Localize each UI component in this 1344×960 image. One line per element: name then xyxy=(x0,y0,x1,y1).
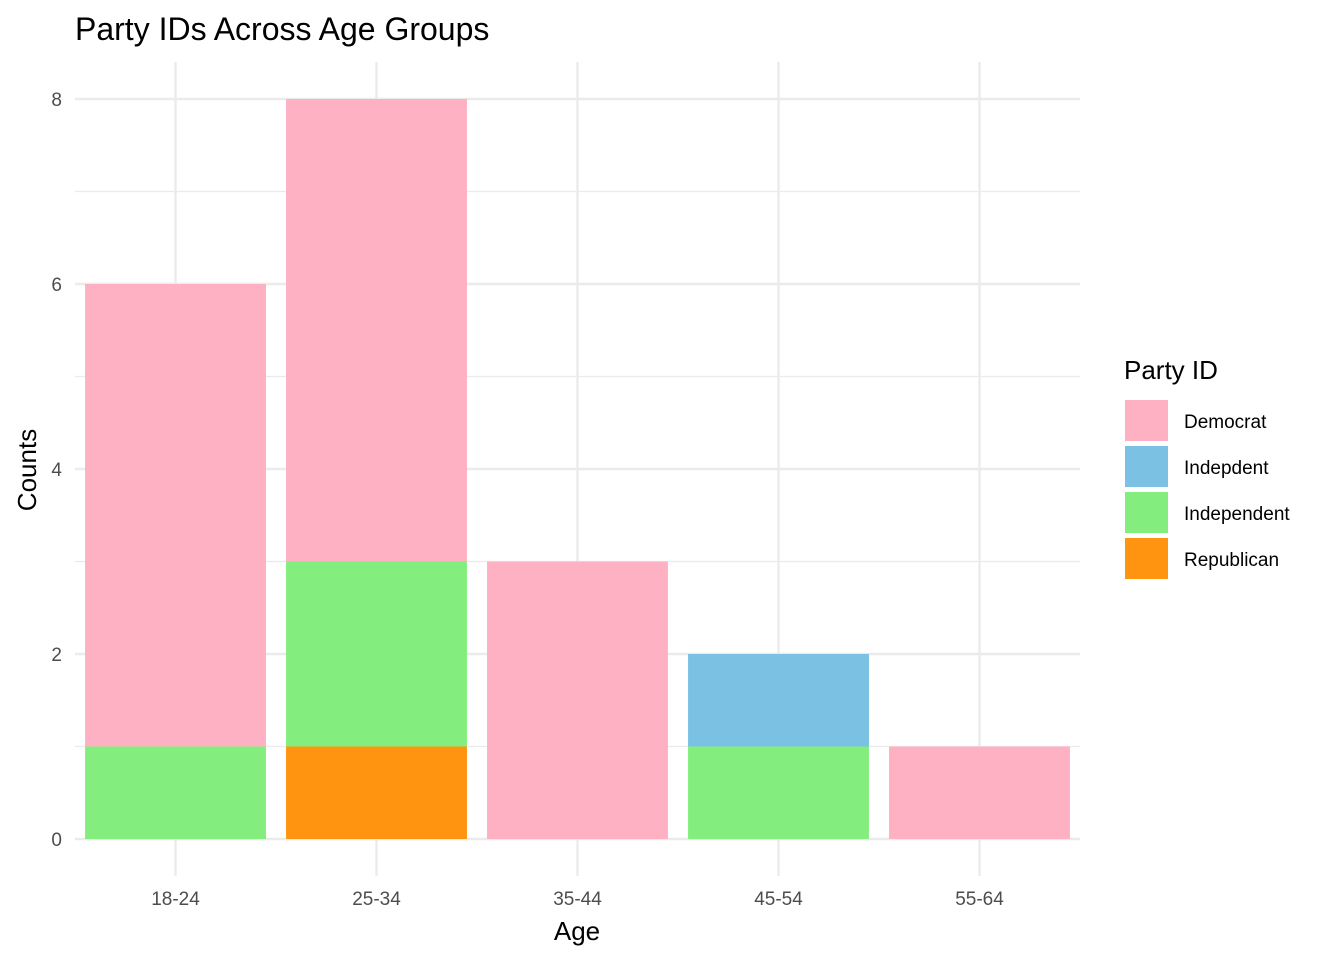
x-tick-label: 18-24 xyxy=(151,889,200,910)
chart-title: Party IDs Across Age Groups xyxy=(75,11,489,47)
x-tick-labels: 18-24 25-34 35-44 45-54 55-64 xyxy=(151,889,1004,910)
legend-key-independent xyxy=(1125,492,1168,533)
bar-segment-independent-25-34 xyxy=(286,561,467,747)
y-tick-label: 4 xyxy=(51,460,62,481)
bar-segment-independent-45-54 xyxy=(688,746,869,839)
bar-segment-democrat-35-44 xyxy=(487,561,668,839)
y-tick-label: 8 xyxy=(51,90,62,111)
bar-segment-indepdent-45-54 xyxy=(688,654,869,747)
legend: Party ID Democrat Indepdent Independent Rep… xyxy=(1124,355,1290,579)
y-tick-labels: 0 2 4 6 8 xyxy=(51,90,62,851)
bar-segment-democrat-55-64 xyxy=(889,746,1070,839)
y-tick-label: 6 xyxy=(51,275,62,296)
x-tick-label: 25-34 xyxy=(352,889,401,910)
x-axis-title: Age xyxy=(554,916,600,946)
legend-key-indepdent xyxy=(1125,446,1168,487)
bar-segment-independent-18-24 xyxy=(85,746,266,839)
x-tick-label: 35-44 xyxy=(553,889,602,910)
y-axis-title: Counts xyxy=(12,429,42,511)
x-tick-label: 55-64 xyxy=(955,889,1004,910)
bar-segment-republican-25-34 xyxy=(286,746,467,839)
legend-title: Party ID xyxy=(1124,355,1218,385)
bar-segment-democrat-25-34 xyxy=(286,99,467,562)
bars xyxy=(85,99,1070,839)
y-tick-label: 0 xyxy=(51,830,62,851)
legend-key-democrat xyxy=(1125,400,1168,441)
legend-label-independent: Independent xyxy=(1184,504,1290,525)
legend-key-republican xyxy=(1125,538,1168,579)
y-tick-label: 2 xyxy=(51,645,62,666)
legend-label-republican: Republican xyxy=(1184,550,1279,571)
x-tick-label: 45-54 xyxy=(754,889,803,910)
bar-segment-democrat-18-24 xyxy=(85,284,266,747)
legend-label-democrat: Democrat xyxy=(1184,412,1267,433)
legend-label-indepdent: Indepdent xyxy=(1184,458,1269,479)
